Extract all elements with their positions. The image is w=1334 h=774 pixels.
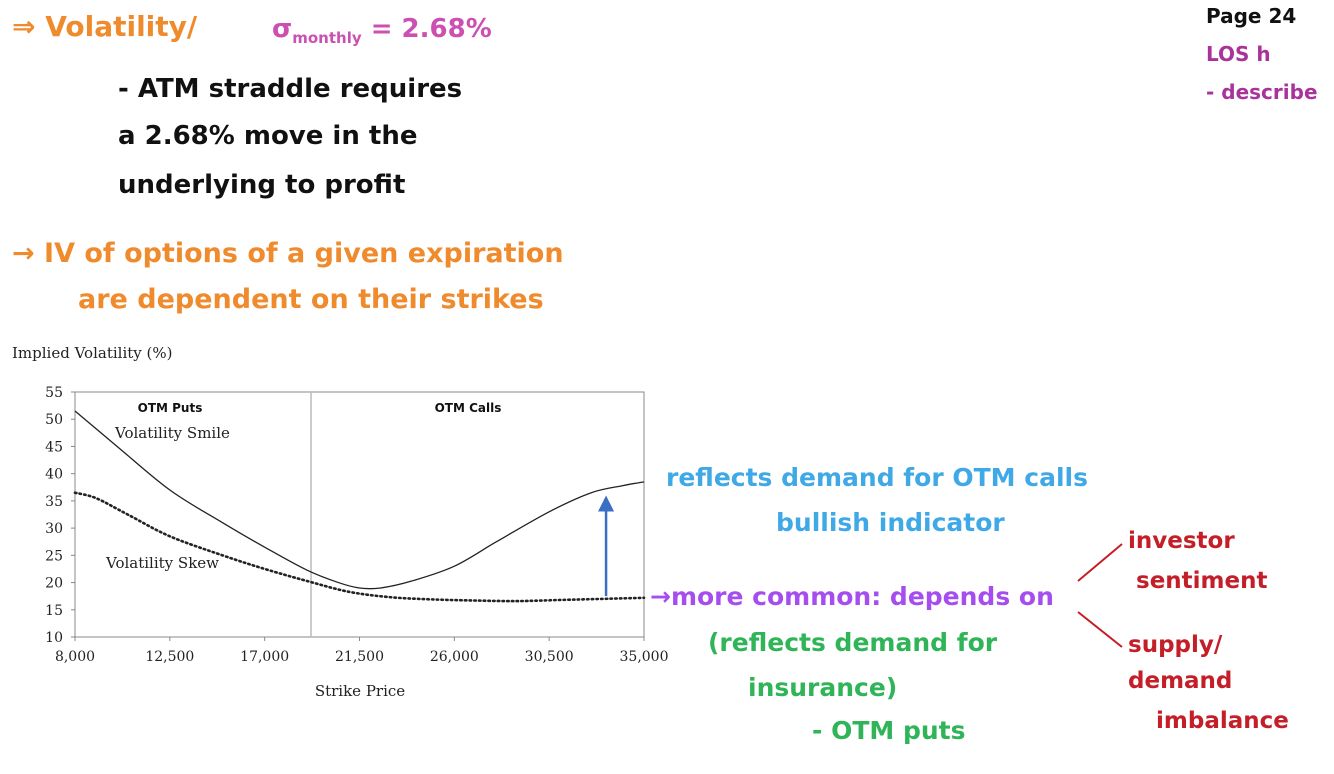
straddle-line-2: a 2.68% move in the [118, 121, 418, 151]
iv-arrow: → [12, 238, 35, 269]
smile-gap-arrow-head [598, 495, 615, 512]
sigma-symbol: σ [272, 14, 293, 44]
iv-note-line-1: → IV of options of a given expiration [12, 238, 564, 269]
sigma-subscript: monthly [292, 29, 362, 48]
calls-annotation-line-2: bullish indicator [776, 508, 1005, 537]
common-arrow: → [650, 582, 671, 611]
sigma-value: = 2.68% [370, 14, 492, 44]
y-tick-label: 20 [45, 576, 63, 592]
straddle-line-1: - ATM straddle requires [118, 74, 463, 104]
y-tick-label: 40 [45, 467, 63, 483]
calls-annotation-line-1: reflects demand for OTM calls [666, 463, 1088, 492]
iv-note-line-2: are dependent on their strikes [78, 284, 544, 315]
region-label-otm-calls: OTM Calls [435, 401, 502, 415]
y-tick-label: 30 [45, 521, 63, 537]
y-tick-label: 55 [45, 385, 63, 401]
implies-arrow: ⇒ [12, 10, 36, 43]
imbalance-label: imbalance [1156, 708, 1289, 734]
volatility-heading: ⇒ Volatility/ [12, 10, 197, 43]
y-tick-label: 35 [45, 494, 63, 510]
describe-label: - describe [1206, 80, 1318, 104]
volatility-skew-line [73, 491, 646, 603]
series-label-smile: Volatility Smile [114, 424, 230, 442]
series-label-skew: Volatility Skew [105, 554, 219, 572]
page-number: Page 24 [1206, 4, 1297, 28]
demand-label: demand [1128, 668, 1233, 694]
investor-label: investor [1128, 528, 1235, 554]
x-tick-label: 21,500 [335, 649, 384, 665]
common-annotation: →more common: depends on [650, 582, 1054, 611]
sentiment-label: sentiment [1136, 568, 1268, 594]
y-axis-label: Implied Volatility (%) [12, 344, 172, 362]
iv-text-1: IV of options of a given expiration [44, 238, 564, 269]
y-tick-label: 10 [45, 630, 63, 646]
sigma-monthly: σmonthly = 2.68% [272, 14, 492, 47]
implied-volatility-chart: Implied Volatility (%) Strike Price 10 15… [12, 344, 669, 700]
volatility-smile-line [74, 410, 645, 590]
otm-puts-note: - OTM puts [812, 716, 966, 745]
branch-line-up [1077, 543, 1123, 582]
volatility-label: Volatility/ [45, 10, 198, 43]
insurance-line-2: insurance) [748, 673, 898, 702]
x-tick-label: 35,000 [620, 649, 669, 665]
y-tick-label: 50 [45, 412, 63, 428]
supply-label: supply/ [1128, 632, 1223, 658]
y-tick-label: 15 [45, 603, 63, 619]
x-tick-label: 30,500 [525, 649, 574, 665]
x-tick-label: 17,000 [240, 649, 289, 665]
branch-line-down [1077, 611, 1123, 648]
los-label: LOS h [1206, 42, 1271, 66]
x-tick-label: 26,000 [430, 649, 479, 665]
y-tick-label: 45 [45, 439, 63, 455]
region-label-otm-puts: OTM Puts [138, 401, 203, 415]
x-tick-label: 12,500 [145, 649, 194, 665]
y-tick-label: 25 [45, 548, 63, 564]
x-axis-label: Strike Price [315, 682, 405, 700]
straddle-line-3: underlying to profit [118, 170, 406, 200]
insurance-line-1: (reflects demand for [708, 628, 998, 657]
common-text: more common: depends on [670, 582, 1054, 611]
x-tick-label: 8,000 [55, 649, 95, 665]
